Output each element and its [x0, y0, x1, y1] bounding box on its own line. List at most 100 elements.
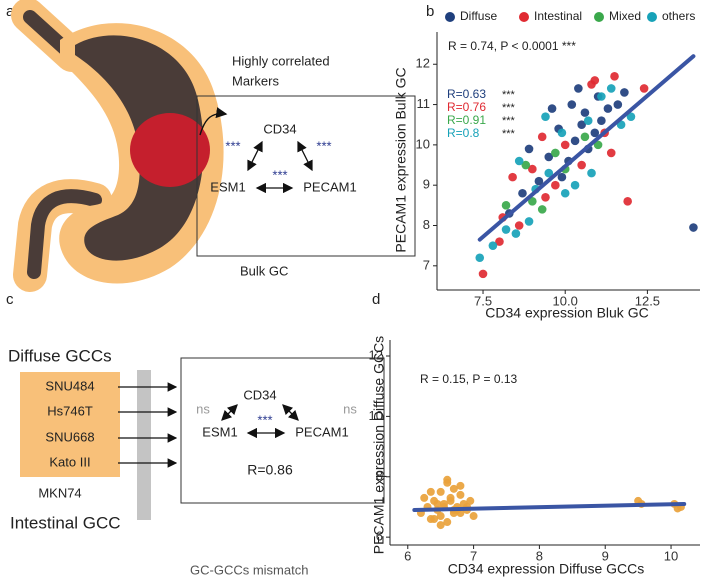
point [623, 197, 632, 206]
correlation: R=0.86 [247, 462, 293, 478]
node: ESM1 [210, 179, 245, 194]
annotation: R = 0.74, P < 0.0001 *** [448, 39, 576, 53]
point [577, 160, 586, 170]
point [603, 104, 613, 113]
y-axis-label: PECAM1 expression Bulk GC [393, 67, 409, 252]
point [436, 512, 445, 521]
point [577, 120, 586, 130]
point [610, 72, 619, 81]
significance: *** [257, 412, 272, 427]
significance: ns [343, 401, 357, 416]
x-tick-label: 7 [470, 548, 477, 563]
point [436, 521, 445, 530]
significance: *** [316, 138, 331, 153]
point [456, 481, 465, 490]
point [514, 221, 524, 230]
point [534, 176, 544, 186]
x-tick-label: 10 [664, 548, 678, 563]
arrow [282, 404, 299, 421]
point [544, 168, 554, 178]
legend-label: Diffuse [460, 9, 497, 23]
point [433, 499, 442, 508]
series-significance: *** [502, 89, 516, 101]
node: PECAM1 [295, 424, 348, 439]
point [524, 217, 534, 226]
point [488, 241, 498, 250]
point [449, 484, 458, 493]
point [541, 112, 550, 121]
arrow [247, 140, 263, 172]
point [501, 201, 511, 210]
point [557, 128, 567, 138]
legend-label: Mixed [609, 9, 641, 23]
point [639, 84, 649, 93]
cell-line: Hs746T [47, 403, 93, 418]
point [528, 164, 537, 174]
cell-line: Kato III [49, 454, 90, 469]
point [587, 168, 596, 178]
x-tick-label: 8 [536, 548, 543, 563]
significance: *** [272, 167, 287, 182]
point [597, 116, 606, 125]
point [446, 496, 455, 505]
point [514, 156, 524, 166]
point [570, 180, 580, 190]
y-tick-label: 8 [376, 468, 383, 483]
series-correlation: R=0.76 [447, 100, 486, 114]
point [551, 148, 560, 158]
point [620, 88, 629, 97]
y-tick-label: 12 [369, 347, 383, 362]
group-label: Diffuse GCCs [8, 346, 112, 365]
point [547, 104, 557, 113]
box-title: Highly correlated [232, 53, 330, 68]
point [580, 108, 590, 117]
point [597, 92, 606, 101]
point [560, 140, 570, 150]
node: CD34 [243, 387, 276, 402]
point [430, 515, 439, 524]
fit-line [477, 54, 696, 242]
y-tick-label: 10 [369, 408, 383, 423]
point [606, 148, 616, 158]
panel-letter: a [6, 3, 15, 20]
marker-box [180, 357, 385, 504]
point [613, 100, 623, 109]
cell-line-box [20, 372, 120, 477]
point [551, 180, 560, 190]
box-title: Markers [232, 73, 279, 88]
point [689, 223, 698, 232]
x-tick-label: 12.5 [635, 293, 660, 308]
y-tick-label: 11 [417, 96, 431, 111]
point [511, 229, 521, 238]
caption: GC-GCCs mismatch [190, 562, 308, 577]
arrow [221, 404, 238, 421]
point [524, 144, 534, 154]
point [567, 100, 577, 109]
y-tick-label: 7 [423, 257, 430, 272]
x-tick-label: 9 [602, 548, 609, 563]
legend-marker [445, 12, 455, 22]
x-axis-label: CD34 expression Bluk GC [485, 305, 648, 321]
point [626, 112, 636, 121]
y-tick-label: 6 [376, 529, 383, 544]
point [469, 512, 478, 521]
point [501, 225, 511, 234]
point [436, 487, 445, 496]
point [443, 518, 452, 527]
series-significance: *** [502, 128, 516, 140]
point [560, 188, 570, 198]
series-correlation: R=0.8 [447, 126, 480, 140]
point [590, 128, 600, 138]
panel-letter: c [6, 291, 14, 308]
x-tick-label: 6 [404, 548, 411, 563]
point [528, 197, 537, 206]
caption: Bulk GC [240, 263, 288, 278]
point [508, 172, 517, 182]
point [574, 84, 583, 93]
cell-line: MKN74 [38, 485, 81, 500]
y-tick-label: 10 [416, 136, 430, 151]
point [537, 205, 547, 214]
point [466, 496, 475, 505]
